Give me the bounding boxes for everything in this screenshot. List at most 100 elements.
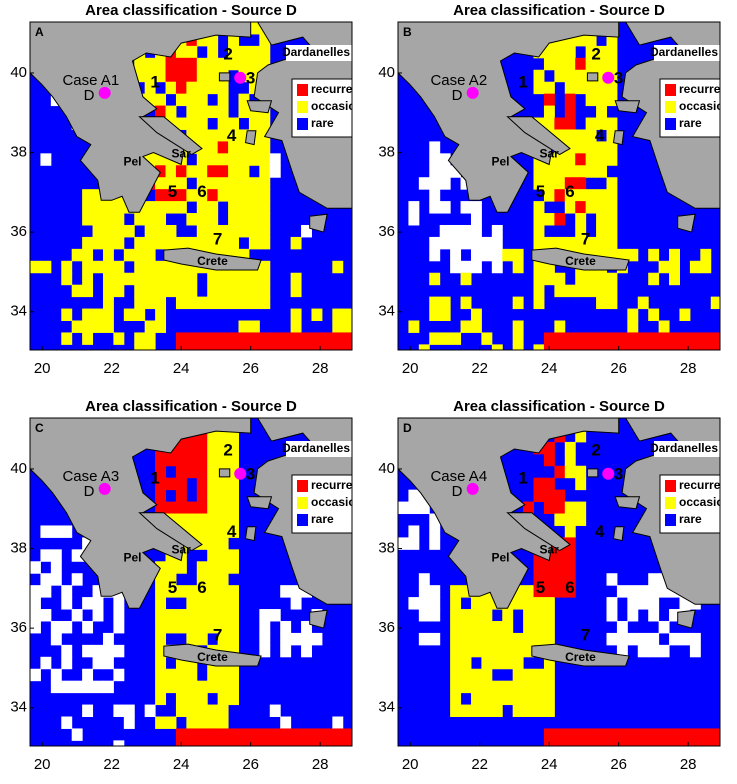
grid-cell <box>648 740 660 746</box>
grid-cell <box>228 332 239 345</box>
grid-cell <box>554 57 566 71</box>
grid-cell <box>575 189 587 202</box>
grid-cell <box>429 153 441 166</box>
grid-cell <box>460 632 472 646</box>
grid-cell <box>429 597 441 610</box>
grid-cell <box>408 537 420 550</box>
grid-cell <box>40 260 52 274</box>
grid-cell <box>155 308 167 321</box>
grid-cell <box>523 585 535 598</box>
grid-cell <box>175 441 187 455</box>
grid-cell <box>669 609 680 622</box>
grid-cell <box>238 248 250 262</box>
grid-cell <box>259 189 271 202</box>
grid-cell <box>481 609 493 622</box>
grid-cell <box>543 585 555 598</box>
grid-cell <box>196 489 208 503</box>
region-number: 2 <box>591 441 600 460</box>
grid-cell <box>575 465 587 479</box>
grid-cell <box>196 93 208 107</box>
grid-cell <box>175 728 187 741</box>
grid-cell <box>259 236 271 250</box>
grid-cell <box>554 332 566 345</box>
grid-cell <box>207 284 219 298</box>
grid-cell <box>217 632 229 646</box>
grid-cell <box>491 704 503 717</box>
grid-cell <box>155 189 167 202</box>
grid-cell <box>533 272 545 286</box>
grid-cell <box>217 105 229 119</box>
legend-label: recurrent <box>679 82 732 96</box>
grid-cell <box>196 525 208 538</box>
grid-cell <box>238 344 250 350</box>
grid-cell <box>564 728 576 741</box>
grid-cell <box>301 728 312 741</box>
grid-cell <box>543 561 555 574</box>
x-tick-label: 24 <box>173 756 190 773</box>
grid-cell <box>364 177 375 189</box>
grid-cell <box>596 728 607 741</box>
grid-cell <box>491 260 503 274</box>
grid-cell <box>575 57 587 71</box>
grid-cell <box>418 585 430 598</box>
grid-cell <box>155 272 167 286</box>
grid-cell <box>175 609 187 622</box>
source-label: D <box>84 87 95 104</box>
grid-cell <box>113 284 125 298</box>
grid-cell <box>207 69 219 83</box>
grid-cell <box>228 153 239 166</box>
grid-cell <box>523 680 535 694</box>
grid-cell <box>40 656 52 670</box>
grid-cell <box>40 585 52 598</box>
grid-cell <box>564 561 576 574</box>
grid-cell <box>238 284 250 298</box>
grid-cell <box>175 513 187 526</box>
x-tick-label: 24 <box>541 756 558 773</box>
grid-cell <box>408 320 420 333</box>
grid-cell <box>50 525 62 538</box>
grid-cell <box>217 441 229 455</box>
place-label: Dardanelles <box>650 45 718 59</box>
grid-cell <box>481 597 493 610</box>
grid-cell <box>175 272 187 286</box>
grid-cell <box>637 632 649 646</box>
grid-cell <box>155 465 167 479</box>
grid-cell <box>259 260 271 274</box>
legend-label: recurrent <box>679 478 732 492</box>
grid-cell <box>596 224 607 238</box>
grid-cell <box>460 704 472 717</box>
grid-cell <box>207 597 219 610</box>
grid-cell <box>217 189 229 202</box>
grid-cell <box>470 308 482 321</box>
grid-cell <box>533 489 545 503</box>
grid-cell <box>564 453 576 467</box>
grid-cell <box>543 453 555 467</box>
grid-cell <box>533 477 545 491</box>
grid-cell <box>575 236 587 250</box>
grid-cell <box>196 740 208 746</box>
grid-cell <box>342 740 352 746</box>
grid-cell <box>102 296 114 310</box>
legend-label: occasional <box>311 495 373 509</box>
x-tick-label: 28 <box>312 756 329 773</box>
grid-cell <box>554 740 566 746</box>
grid-cell <box>512 248 524 262</box>
grid-cell <box>585 728 597 741</box>
grid-cell <box>113 236 125 250</box>
grid-cell <box>175 453 187 467</box>
grid-cell <box>196 573 208 586</box>
grid-cell <box>61 260 73 274</box>
grid-cell <box>165 668 177 682</box>
grid-cell <box>217 740 229 746</box>
grid-cell <box>502 632 514 646</box>
grid-cell <box>564 45 576 59</box>
grid-cell <box>61 620 73 634</box>
grid-cell <box>259 332 271 345</box>
grid-cell <box>155 644 167 658</box>
grid-cell <box>259 609 271 622</box>
grid-cell <box>113 704 125 717</box>
region-number: 1 <box>150 72 159 91</box>
grid-cell <box>92 201 104 214</box>
grid-cell <box>470 248 482 262</box>
grid-cell <box>248 177 260 190</box>
